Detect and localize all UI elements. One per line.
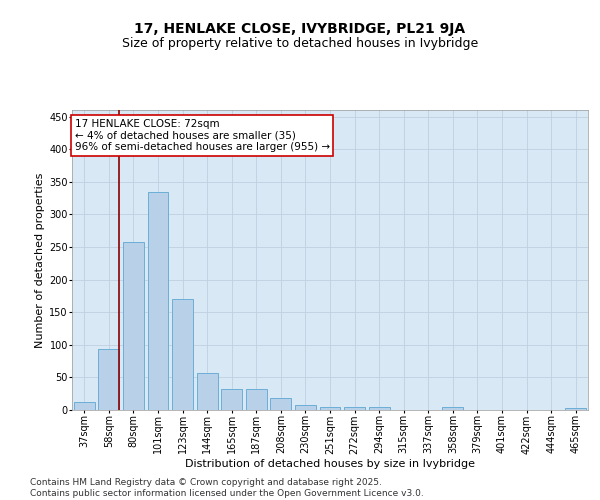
Bar [344,406,365,410]
Text: Size of property relative to detached houses in Ivybridge: Size of property relative to detached ho… [122,38,478,51]
Text: Contains HM Land Registry data © Crown copyright and database right 2025.
Contai: Contains HM Land Registry data © Crown c… [30,478,424,498]
Y-axis label: Number of detached properties: Number of detached properties [35,172,45,348]
Bar [197,373,218,410]
Bar [123,242,144,410]
Bar [320,406,340,410]
Text: 17 HENLAKE CLOSE: 72sqm
← 4% of detached houses are smaller (35)
96% of semi-det: 17 HENLAKE CLOSE: 72sqm ← 4% of detached… [74,119,330,152]
Bar [295,405,316,410]
Bar [246,389,267,410]
Bar [74,402,95,410]
Bar [172,299,193,410]
Bar [221,389,242,410]
X-axis label: Distribution of detached houses by size in Ivybridge: Distribution of detached houses by size … [185,459,475,469]
Bar [442,408,463,410]
Text: 17, HENLAKE CLOSE, IVYBRIDGE, PL21 9JA: 17, HENLAKE CLOSE, IVYBRIDGE, PL21 9JA [134,22,466,36]
Bar [565,408,586,410]
Bar [148,192,169,410]
Bar [271,398,292,410]
Bar [98,350,119,410]
Bar [368,408,389,410]
